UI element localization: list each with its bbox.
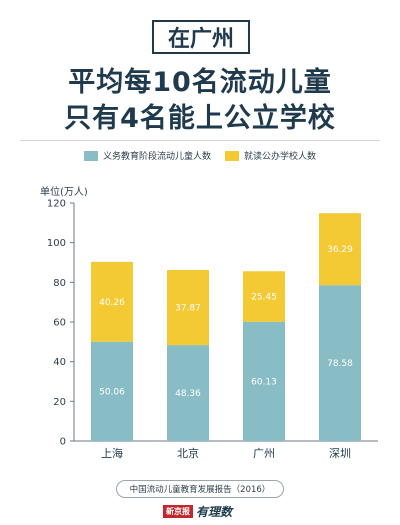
y-tick-label: 40 <box>53 357 66 368</box>
legend-label-compulsory: 义务教育阶段流动儿童人数 <box>102 152 211 162</box>
bar-value-label: 50.06 <box>99 387 125 397</box>
x-category-label: 广州 <box>253 447 275 460</box>
logo-script: 有理数 <box>196 505 233 519</box>
headline-line-2: 只有4名能上公立学校 <box>64 103 336 134</box>
legend-swatch-public <box>225 150 239 161</box>
y-tick-label: 100 <box>47 238 66 249</box>
bar-value-label: 37.87 <box>175 304 201 314</box>
bar-public <box>243 271 285 322</box>
bar-value-label: 40.26 <box>99 298 125 308</box>
legend-item-public: 就读公办学校人数 <box>225 149 316 162</box>
bar-value-label: 60.13 <box>251 377 277 387</box>
legend-label-public: 就读公办学校人数 <box>244 152 317 162</box>
x-category-label: 北京 <box>177 446 199 460</box>
y-tick-label: 0 <box>60 437 66 448</box>
bar-compulsory <box>243 321 285 441</box>
y-tick-label: 20 <box>53 397 66 408</box>
bar-public <box>319 213 361 286</box>
y-tick-label: 80 <box>53 278 66 289</box>
headline-line-1: 平均每10名流动儿童 <box>68 67 332 98</box>
bar-public <box>167 269 209 346</box>
bar-compulsory <box>167 345 209 441</box>
publisher-logo: 新京报 有理数 <box>163 503 232 520</box>
header-divider <box>20 140 380 141</box>
city-tag: 在广州 <box>152 20 250 54</box>
x-category-label: 上海 <box>101 446 123 460</box>
y-tick-label: 120 <box>47 199 66 210</box>
logo-badge: 新京报 <box>163 505 193 518</box>
legend-swatch-compulsory <box>83 150 98 161</box>
bar-value-label: 78.58 <box>327 359 353 369</box>
bar-value-label: 25.45 <box>251 293 277 303</box>
bar-value-label: 36.29 <box>327 245 353 255</box>
bar-compulsory <box>91 341 133 441</box>
source-note: 中国流动儿童教育发展报告（2016） <box>116 480 284 498</box>
bar-compulsory <box>319 285 361 441</box>
legend-item-compulsory: 义务教育阶段流动儿童人数 <box>83 149 211 162</box>
y-axis-unit-label: 单位(万人) <box>40 187 88 198</box>
x-category-label: 深圳 <box>329 447 351 460</box>
bar-value-label: 48.36 <box>175 389 201 399</box>
bar-public <box>91 261 133 342</box>
y-tick-label: 60 <box>53 318 66 329</box>
chart-legend: 义务教育阶段流动儿童人数 就读公办学校人数 <box>0 149 400 162</box>
